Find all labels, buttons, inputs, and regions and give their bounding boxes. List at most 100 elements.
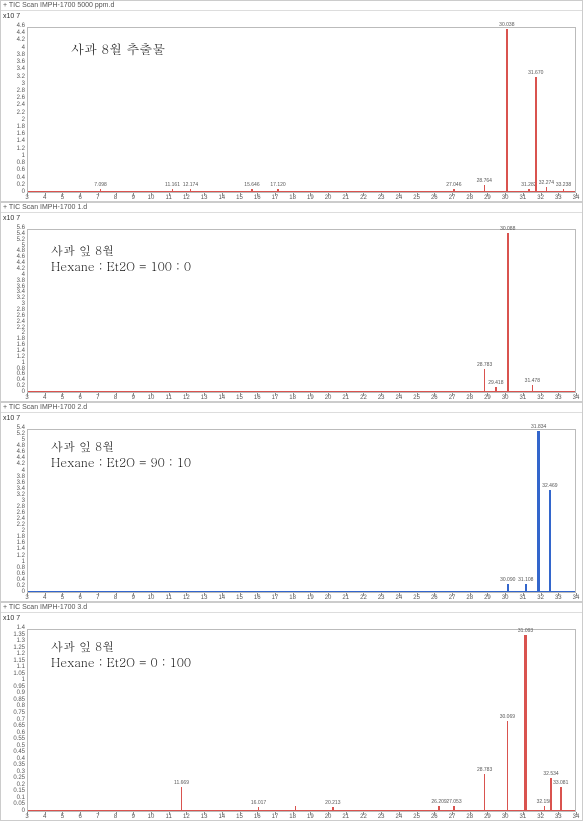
y-tick-label: 1.2 xyxy=(3,553,25,559)
peak xyxy=(277,189,279,192)
y-tick-label: 0.8 xyxy=(3,565,25,571)
y-tick-label: 0 xyxy=(3,189,25,195)
peak xyxy=(532,385,534,392)
y-tick-label: 1.2 xyxy=(3,354,25,360)
y-tick-label: 3.4 xyxy=(3,289,25,295)
y-tick-label: 0.55 xyxy=(3,736,25,742)
y-tick-label: 2.6 xyxy=(3,95,25,101)
y-tick-label: 0.8 xyxy=(3,703,25,709)
y-tick-label: 4.2 xyxy=(3,266,25,272)
y-tick-label: 1.6 xyxy=(3,131,25,137)
y-tick-label: 4.4 xyxy=(3,260,25,266)
panel-header: + TIC Scan IMPH-1700 1.d xyxy=(1,203,582,213)
peak xyxy=(332,807,334,811)
y-tick-label: 5.2 xyxy=(3,237,25,243)
peak xyxy=(506,29,509,192)
panel-header: + TIC Scan IMPH-1700 2.d xyxy=(1,403,582,413)
peak xyxy=(507,721,509,811)
y-tick-label: 2 xyxy=(3,117,25,123)
y-tick-label: 0.7 xyxy=(3,717,25,723)
y-tick-label: 0.4 xyxy=(3,756,25,762)
peak xyxy=(544,806,546,811)
y-tick-label: 3.8 xyxy=(3,52,25,58)
y-tick-label: 4.2 xyxy=(3,37,25,43)
y-tick-label: 0.05 xyxy=(3,801,25,807)
y-tick-label: 1.2 xyxy=(3,146,25,152)
y-tick-label: 5 xyxy=(3,243,25,249)
peak-label: 30.090 xyxy=(500,577,515,583)
y-tick-label: 4.6 xyxy=(3,23,25,29)
y-tick-label: 1.8 xyxy=(3,336,25,342)
chromatogram-panel: + TIC Scan IMPH-1700 1.dx10 728.78329.41… xyxy=(0,202,583,402)
peak-label: 30.088 xyxy=(500,226,515,232)
peak xyxy=(528,189,530,192)
peak xyxy=(172,189,174,192)
peak-label: 32.534 xyxy=(543,771,558,777)
y-tick-label: 2.4 xyxy=(3,102,25,108)
peak-label: 27.046 xyxy=(446,182,461,188)
y-tick-label: 4.4 xyxy=(3,455,25,461)
y-tick-label: 1.4 xyxy=(3,138,25,144)
y-tick-label: 2.4 xyxy=(3,516,25,522)
peak xyxy=(550,778,552,811)
peak-label: 7.098 xyxy=(94,182,107,188)
peak xyxy=(507,233,510,392)
peak xyxy=(563,189,565,192)
peak-label: 31.478 xyxy=(525,378,540,384)
y-tick-label: 5 xyxy=(3,437,25,443)
peak-label: 11.669 xyxy=(174,780,189,786)
y-tick-label: 3.4 xyxy=(3,66,25,72)
peak-label: 30.038 xyxy=(499,22,514,28)
y-tick-label: 1.8 xyxy=(3,124,25,130)
peak xyxy=(495,387,497,392)
peak xyxy=(181,787,183,811)
panel-header: + TIC Scan IMPH-1700 3.d xyxy=(1,603,582,613)
panel-annotation: 사과 잎 8월Hexane : Et2O = 90 : 10 xyxy=(51,439,191,470)
y-tick-label: 4 xyxy=(3,272,25,278)
peak xyxy=(295,806,297,811)
peak xyxy=(484,774,486,811)
y-tick-label: 1.6 xyxy=(3,540,25,546)
y-tick-label: 2 xyxy=(3,528,25,534)
y-tick-label: 0.4 xyxy=(3,175,25,181)
y-tick-label: 2.8 xyxy=(3,88,25,94)
peak xyxy=(100,189,102,192)
peak xyxy=(537,431,540,592)
y-tick-label: 1.35 xyxy=(3,632,25,638)
y-tick-label: 0.6 xyxy=(3,371,25,377)
y-tick-label: 3.8 xyxy=(3,278,25,284)
y-tick-label: 3.6 xyxy=(3,284,25,290)
peak xyxy=(549,490,552,592)
y-tick-label: 5.6 xyxy=(3,225,25,231)
peak xyxy=(546,187,548,192)
peak xyxy=(535,77,537,192)
y-tick-label: 1.15 xyxy=(3,658,25,664)
y-tick-label: 0.6 xyxy=(3,571,25,577)
peak xyxy=(453,189,455,192)
y-tick-label: 0.4 xyxy=(3,577,25,583)
y-tick-label: 0.6 xyxy=(3,730,25,736)
y-tick-label: 1.6 xyxy=(3,342,25,348)
y-tick-label: 3.2 xyxy=(3,295,25,301)
y-tick-label: 0.5 xyxy=(3,743,25,749)
y-tick-label: 0.45 xyxy=(3,749,25,755)
y-tick-label: 3 xyxy=(3,301,25,307)
peak xyxy=(525,584,527,592)
peak xyxy=(190,189,192,192)
y-tick-label: 0.8 xyxy=(3,366,25,372)
peak-label: 20.213 xyxy=(325,800,340,806)
peak xyxy=(453,806,455,811)
y-tick-label: 0.8 xyxy=(3,160,25,166)
y-tick-label: 5.4 xyxy=(3,425,25,431)
y-tick-label: 2.8 xyxy=(3,307,25,313)
peak-label: 33.081 xyxy=(553,780,568,786)
y-tick-label: 0.65 xyxy=(3,723,25,729)
panel-annotation: 사과 잎 8월Hexane : Et2O = 100 : 0 xyxy=(51,243,191,274)
y-tick-label: 1.4 xyxy=(3,625,25,631)
peak-label: 17.120 xyxy=(270,182,285,188)
y-tick-label: 4.4 xyxy=(3,30,25,36)
y-tick-label: 5.4 xyxy=(3,231,25,237)
y-tick-label: 0 xyxy=(3,389,25,395)
y-tick-label: 2.2 xyxy=(3,110,25,116)
y-tick-label: 0.25 xyxy=(3,775,25,781)
